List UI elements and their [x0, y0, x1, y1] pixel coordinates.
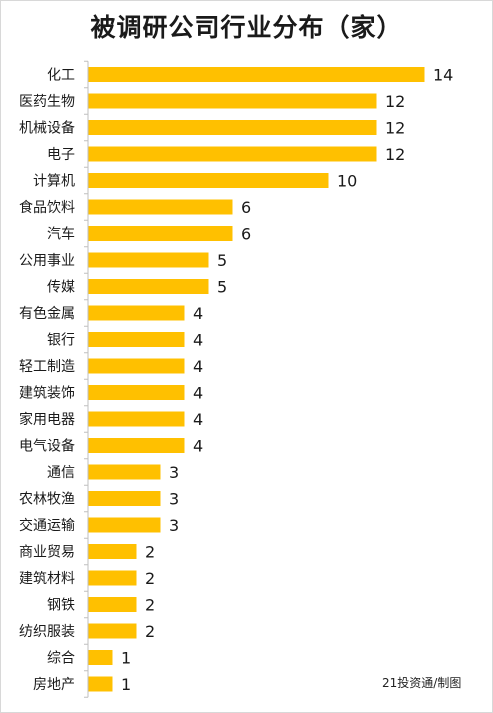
- value-label: 4: [193, 410, 203, 429]
- category-label: 家用电器: [19, 411, 75, 428]
- category-label: 银行: [47, 333, 75, 349]
- category-label: 农林牧渔: [19, 492, 75, 508]
- bar: [88, 173, 329, 188]
- value-label: 4: [193, 384, 203, 403]
- bar: [88, 597, 137, 612]
- bar: [88, 544, 137, 559]
- value-label: 4: [193, 437, 203, 456]
- bar: [88, 438, 185, 453]
- category-label: 电气设备: [19, 438, 75, 455]
- value-label: 3: [169, 490, 179, 509]
- credit-text: 21投资通/制图: [382, 676, 462, 690]
- category-label: 公用事业: [19, 253, 75, 269]
- category-label: 交通运输: [19, 517, 75, 534]
- category-label: 钢铁: [47, 598, 75, 614]
- category-label: 商业贸易: [19, 545, 75, 561]
- bar: [88, 120, 377, 135]
- value-label: 6: [241, 198, 251, 217]
- value-label: 6: [241, 225, 251, 244]
- value-label: 3: [169, 463, 179, 482]
- category-label: 有色金属: [19, 305, 75, 322]
- bar: [88, 146, 377, 162]
- bar: [88, 385, 185, 400]
- chart-title: 被调研公司行业分布（家）: [90, 13, 403, 42]
- category-label: 计算机: [33, 174, 75, 190]
- value-label: 12: [385, 92, 405, 111]
- value-label: 2: [145, 596, 155, 615]
- value-label: 2: [145, 543, 155, 562]
- value-label: 1: [121, 649, 131, 668]
- category-label: 建筑装饰: [19, 386, 75, 402]
- bar: [88, 252, 209, 268]
- value-label: 3: [169, 516, 179, 535]
- value-label: 2: [145, 622, 155, 641]
- value-label: 4: [193, 357, 203, 376]
- bar: [88, 93, 377, 109]
- bar: [88, 67, 425, 82]
- value-label: 4: [193, 304, 203, 323]
- bar: [88, 332, 185, 347]
- bar: [88, 491, 161, 506]
- bar: [88, 199, 233, 215]
- value-label: 2: [145, 569, 155, 588]
- bar: [88, 226, 233, 241]
- bar: [88, 305, 185, 321]
- bar: [88, 650, 113, 665]
- category-label: 电子: [47, 147, 75, 163]
- value-label: 5: [217, 278, 227, 297]
- bar: [88, 279, 209, 294]
- bar: [88, 623, 137, 639]
- bar: [88, 411, 185, 427]
- value-label: 1: [121, 675, 131, 694]
- category-label: 房地产: [33, 677, 75, 693]
- value-label: 5: [217, 251, 227, 270]
- bar: [88, 676, 113, 692]
- value-label: 12: [385, 119, 405, 138]
- category-label: 医药生物: [19, 94, 75, 110]
- category-label: 通信: [47, 465, 75, 481]
- category-label: 汽车: [47, 226, 75, 243]
- category-label: 化工: [47, 68, 75, 84]
- category-label: 食品饮料: [19, 199, 75, 216]
- category-label: 综合: [47, 651, 75, 667]
- category-label: 传媒: [47, 280, 75, 296]
- category-label: 建筑材料: [19, 571, 75, 587]
- bar: [88, 517, 161, 533]
- value-label: 10: [337, 172, 357, 191]
- bar: [88, 570, 137, 586]
- category-label: 纺织服装: [19, 624, 75, 640]
- category-label: 轻工制造: [19, 359, 75, 375]
- bar: [88, 358, 185, 374]
- value-label: 4: [193, 331, 203, 350]
- category-label: 机械设备: [19, 120, 75, 137]
- bar: [88, 464, 161, 480]
- value-label: 12: [385, 145, 405, 164]
- value-label: 14: [433, 66, 453, 85]
